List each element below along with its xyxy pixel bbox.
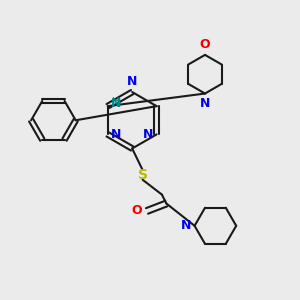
Text: O: O: [131, 204, 142, 218]
Text: O: O: [200, 38, 210, 51]
Text: N: N: [181, 219, 191, 232]
Text: H: H: [112, 97, 120, 107]
Text: N: N: [200, 97, 210, 110]
Text: S: S: [138, 168, 148, 182]
Text: N: N: [111, 128, 122, 141]
Text: N: N: [143, 128, 153, 141]
Text: N: N: [127, 75, 137, 88]
Text: N: N: [111, 97, 121, 110]
